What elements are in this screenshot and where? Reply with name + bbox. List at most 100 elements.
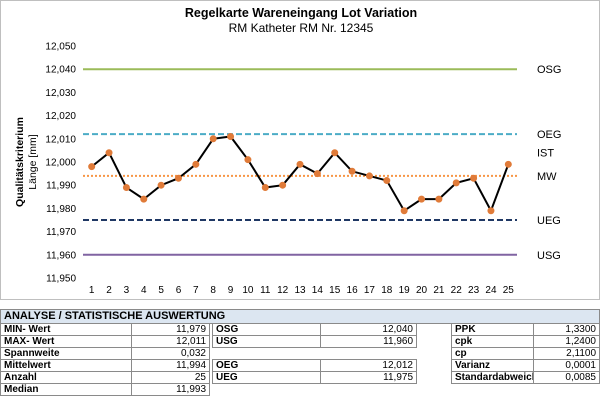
data-point	[435, 195, 443, 203]
statistics-table: ANALYSE / STATISTISCHE AUSWERTUNG MIN- W…	[0, 309, 600, 396]
x-tick-label: 11	[260, 285, 271, 296]
x-tick-label: 13	[294, 285, 306, 296]
stat-label	[213, 348, 321, 360]
y-tick-label: 12,000	[45, 158, 76, 169]
data-point	[365, 172, 373, 180]
stat-label: Mittelwert	[0, 359, 132, 372]
y-tick-label: 12,020	[45, 111, 76, 122]
stat-value	[321, 348, 417, 360]
x-tick-label: 4	[141, 285, 147, 296]
chart-subtitle: RM Katheter RM Nr. 12345	[228, 21, 374, 35]
stat-value	[321, 384, 417, 396]
data-point	[452, 179, 460, 187]
statistics-panel: ANALYSE / STATISTISCHE AUSWERTUNG MIN- W…	[0, 309, 600, 396]
data-point	[192, 160, 200, 168]
data-point	[244, 156, 252, 164]
x-tick-label: 22	[451, 285, 463, 296]
stat-label: USG	[212, 335, 321, 348]
stats-row: MIN- Wert 11,979 OSG 12,040 PPK 1,3300	[0, 323, 600, 336]
stat-value: 11,960	[320, 335, 417, 348]
x-tick-label: 9	[228, 285, 234, 296]
chart-area: Regelkarte Wareneingang Lot Variation RM…	[0, 0, 600, 300]
stat-label: OEG	[212, 359, 321, 372]
stats-row: Spannweite 0,032 cp 2,1100	[0, 347, 600, 360]
data-point	[313, 170, 321, 178]
stat-value: 0,0085	[533, 371, 600, 384]
reference-label-mw: MW	[537, 171, 557, 183]
data-point	[487, 207, 495, 215]
stat-value: 0,032	[131, 347, 210, 360]
data-point	[400, 207, 408, 215]
x-tick-label: 14	[312, 285, 324, 296]
data-point	[209, 135, 217, 143]
spacer	[417, 384, 452, 396]
stats-row: MAX- Wert 12,011 USG 11,960 cpk 1,2400	[0, 335, 600, 348]
stat-label: UEG	[212, 371, 321, 384]
stat-value: 11,979	[131, 323, 210, 336]
y-tick-label: 11,990	[46, 181, 76, 192]
data-point	[418, 195, 426, 203]
x-tick-label: 23	[468, 285, 480, 296]
x-tick-label: 18	[381, 285, 393, 296]
stat-label	[213, 384, 321, 396]
data-point	[331, 149, 339, 157]
x-tick-label: 6	[176, 285, 182, 296]
y-tick-label: 11,950	[46, 274, 76, 285]
spacer	[417, 360, 452, 372]
x-tick-label: 17	[364, 285, 376, 296]
data-point	[279, 181, 287, 189]
x-tick-label: 7	[193, 285, 199, 296]
stat-value: 12,011	[131, 335, 210, 348]
data-point	[296, 160, 304, 168]
y-tick-label: 11,970	[46, 227, 76, 238]
x-tick-label: 15	[329, 285, 341, 296]
y-tick-label: 11,980	[46, 204, 76, 215]
x-tick-label: 16	[347, 285, 359, 296]
data-point	[261, 184, 269, 192]
data-point	[470, 174, 478, 182]
chart-title: Regelkarte Wareneingang Lot Variation	[184, 6, 418, 20]
data-point	[88, 163, 96, 171]
x-tick-label: 19	[399, 285, 411, 296]
data-point	[105, 149, 113, 157]
stats-row: Median 11,993	[0, 383, 600, 396]
data-point	[140, 195, 148, 203]
y-tick-label: 12,050	[45, 42, 76, 53]
data-point	[504, 160, 512, 168]
stat-value: 1,2400	[533, 335, 600, 348]
spacer	[417, 336, 452, 348]
x-tick-label: 24	[485, 285, 497, 296]
stat-label	[452, 384, 534, 396]
y-tick-label: 12,010	[45, 134, 76, 145]
reference-label-ist: IST	[537, 148, 554, 160]
stat-label: Varianz	[451, 359, 534, 372]
stat-value: 11,993	[131, 383, 210, 396]
y-axis-label: Qualitätskriterium	[14, 117, 26, 207]
x-tick-label: 1	[89, 285, 95, 296]
x-tick-label: 3	[124, 285, 130, 296]
stat-label: Median	[0, 383, 132, 396]
stat-label: cpk	[451, 335, 534, 348]
spacer	[417, 348, 452, 360]
stat-value: 12,040	[320, 323, 417, 336]
reference-label-oeg: OEG	[537, 129, 561, 141]
stat-label: MIN- Wert	[0, 323, 132, 336]
x-tick-label: 20	[416, 285, 428, 296]
x-tick-label: 12	[277, 285, 289, 296]
data-point	[227, 132, 235, 140]
statistics-header: ANALYSE / STATISTISCHE AUSWERTUNG	[0, 309, 600, 324]
stat-label: Spannweite	[0, 347, 132, 360]
reference-label-osg: OSG	[537, 64, 561, 76]
data-point	[157, 181, 165, 189]
stat-value: 0,0001	[533, 359, 600, 372]
reference-label-ueg: UEG	[537, 215, 561, 227]
stat-label: Anzahl	[0, 371, 132, 384]
data-series-line	[91, 135, 510, 214]
stat-label: MAX- Wert	[0, 335, 132, 348]
stat-label: Standardabweichung	[451, 371, 534, 384]
stat-value	[534, 384, 600, 396]
stat-value: 11,994	[131, 359, 210, 372]
stat-value: 1,3300	[533, 323, 600, 336]
spacer	[417, 372, 452, 384]
stat-label: OSG	[212, 323, 321, 336]
